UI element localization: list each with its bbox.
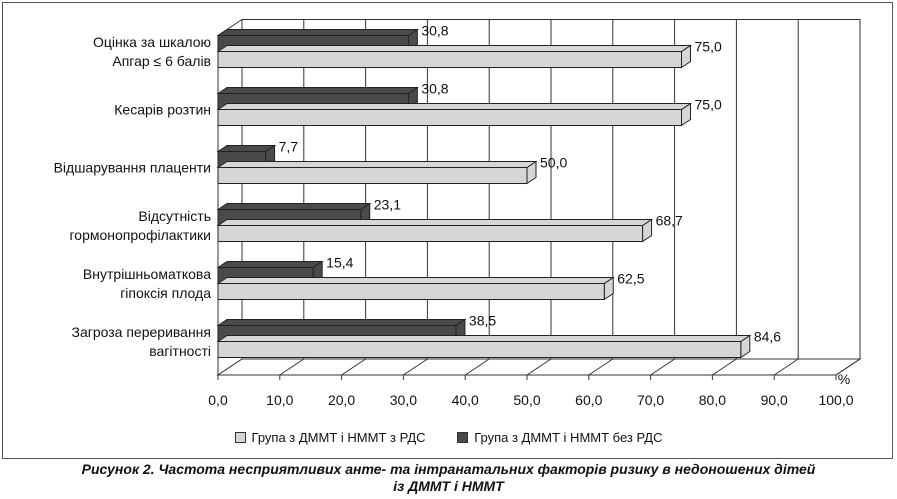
bar-chart: 0,0 10,0 20,0 30,0 40,0 50,0 60,0 70,0 80,0 90,0 1…: [54, 18, 862, 408]
bar-with-rds-top: [216, 103, 693, 110]
bar-with-rds-top: [216, 277, 615, 284]
bar-with-rds: [217, 167, 528, 184]
floor-gridline: [835, 358, 861, 376]
bar-with-rds-label: 84,6: [754, 329, 781, 345]
category-label: Апгар ≤ 6 балів: [112, 53, 211, 69]
bar-with-rds-top: [216, 161, 538, 168]
bar-with-rds: [217, 109, 682, 126]
x-tick-label: 50,0: [513, 392, 540, 408]
floor-gridline: [712, 358, 737, 376]
bar-with-rds: [217, 51, 682, 68]
bar-with-rds: [217, 283, 605, 300]
category-label: гіпоксія плода: [120, 285, 211, 301]
x-unit-label: %: [838, 371, 850, 387]
category-label: Кесарів розтин: [114, 102, 211, 118]
bar-with-rds-label: 68,7: [656, 213, 683, 229]
bar-with-rds-top: [216, 219, 654, 226]
bar-without-rds-label: 23,1: [374, 197, 401, 213]
bar-without-rds-top: [216, 145, 277, 152]
legend-item-without-rds: Група з ДММТ і НММТ без РДС: [457, 430, 662, 445]
bar-without-rds-label: 7,7: [279, 139, 299, 155]
legend-swatch-dark: [457, 432, 469, 443]
x-tick-label: 70,0: [637, 392, 664, 408]
bar-with-rds-label: 75,0: [695, 39, 722, 55]
category-label: Відшарування плаценти: [54, 160, 211, 176]
category-label: Оцінка за шкалою: [93, 34, 211, 50]
legend-label-without-rds: Група з ДММТ і НММТ без РДС: [474, 430, 663, 445]
legend-item-with-rds: Група з ДММТ і НММТ з РДС: [234, 430, 426, 445]
category-label: вагітності: [149, 343, 211, 359]
caption-line-2: із ДММТ і НММТ: [393, 478, 504, 494]
bar-with-rds-label: 62,5: [617, 271, 644, 287]
x-tick-label: 10,0: [266, 392, 293, 408]
floor-gridline: [403, 358, 428, 376]
x-tick-label: 60,0: [575, 392, 602, 408]
bar-without-rds-top: [216, 203, 372, 210]
bar-with-rds: [217, 225, 644, 242]
legend-swatch-light: [234, 432, 246, 443]
x-tick-label: 40,0: [452, 392, 479, 408]
legend-label-with-rds: Група з ДММТ і НММТ з РДС: [251, 430, 426, 445]
bar-without-rds-top: [216, 87, 419, 94]
floor-gridline: [526, 358, 552, 376]
x-tick-label: 0,0: [208, 392, 228, 408]
bar-with-rds-label: 75,0: [695, 97, 722, 113]
bar-without-rds-top: [216, 261, 324, 268]
bar-without-rds-label: 38,5: [469, 313, 496, 329]
figure-caption: Рисунок 2. Частота несприятливих анте- т…: [0, 461, 897, 495]
bar-with-rds-label: 50,0: [540, 155, 567, 171]
x-tick-label: 90,0: [761, 392, 788, 408]
category-label: Загроза переривання: [71, 324, 211, 340]
bar-with-rds-top: [216, 335, 752, 342]
bar-with-rds: [217, 341, 742, 358]
bar-without-rds-top: [216, 319, 467, 326]
x-tick-label: 20,0: [328, 392, 355, 408]
x-tick-label: 80,0: [699, 392, 726, 408]
bar-without-rds-label: 15,4: [326, 255, 353, 271]
caption-line-1: Рисунок 2. Частота несприятливих анте- т…: [81, 461, 816, 477]
category-label: Відсутність: [138, 208, 211, 224]
bar-with-rds-top: [216, 45, 693, 52]
floor-gridline: [588, 358, 614, 376]
floor-gridline: [279, 358, 305, 376]
bar-without-rds-label: 30,8: [421, 81, 448, 97]
chart-frame: [2, 2, 893, 459]
floor-gridline: [773, 358, 799, 376]
bar-without-rds-label: 30,8: [421, 23, 448, 39]
floor-gridline: [341, 358, 366, 376]
x-tick-label: 100,0: [818, 392, 853, 408]
category-label: Внутрішньоматкова: [83, 266, 211, 282]
legend: Група з ДММТ і НММТ з РДС Група з ДММТ і…: [0, 430, 897, 446]
category-label: гормонопрофілактики: [70, 227, 212, 243]
floor-gridline: [650, 358, 675, 376]
x-tick-label: 30,0: [390, 392, 417, 408]
floor-gridline: [464, 358, 490, 376]
bar-without-rds-top: [216, 29, 419, 36]
